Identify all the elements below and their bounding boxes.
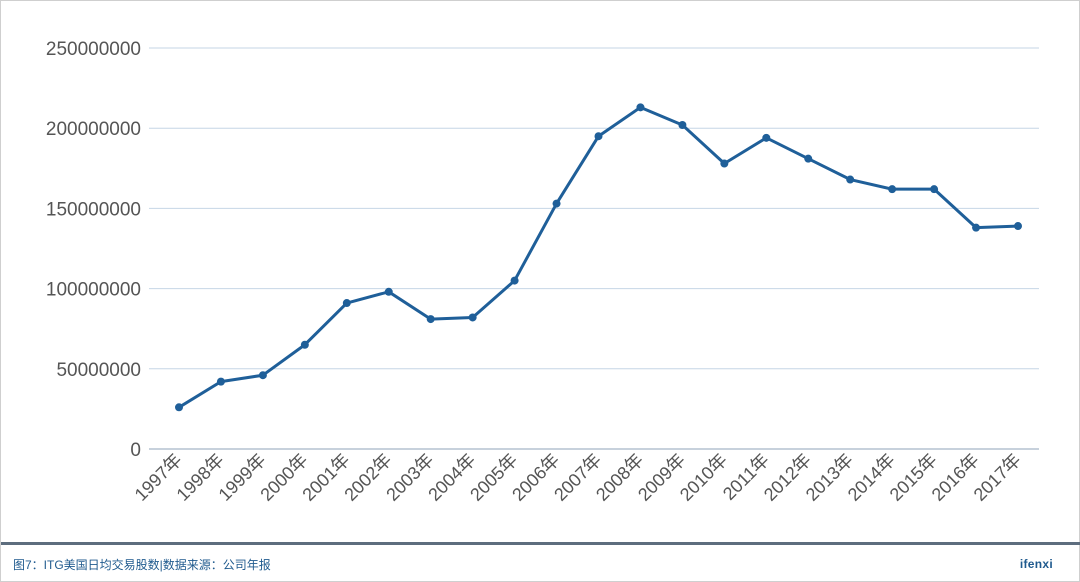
brand-logo: ifenxi bbox=[1019, 557, 1053, 571]
series-line bbox=[178, 105, 1019, 409]
y-tick-label: 250000000 bbox=[46, 39, 141, 60]
figure-caption: 图7：ITG美国日均交易股数|数据来源：公司年报 bbox=[13, 558, 271, 572]
y-tick-label: 200000000 bbox=[46, 119, 141, 140]
data-point bbox=[762, 133, 771, 142]
y-tick-label: 0 bbox=[130, 440, 141, 461]
y-tick-label: 150000000 bbox=[46, 199, 141, 220]
x-tick-label: 2017年 bbox=[970, 450, 1025, 505]
x-tick-label: 2010年 bbox=[676, 450, 731, 505]
data-point bbox=[426, 315, 435, 324]
data-point bbox=[468, 313, 477, 322]
y-tick-label: 100000000 bbox=[46, 280, 141, 301]
data-point bbox=[510, 276, 519, 285]
data-point bbox=[846, 175, 855, 184]
data-point bbox=[930, 185, 939, 194]
data-point bbox=[720, 159, 729, 168]
y-tick-label: 50000000 bbox=[56, 360, 141, 381]
data-point bbox=[636, 103, 645, 112]
data-point bbox=[888, 185, 897, 194]
data-point bbox=[552, 199, 561, 208]
data-point bbox=[175, 403, 183, 412]
line-chart: 0 50000000 100000000 150000000 200000000 2500… bbox=[46, 39, 1039, 505]
data-point bbox=[216, 377, 225, 386]
data-point bbox=[384, 287, 393, 296]
data-point bbox=[342, 299, 351, 308]
data-point bbox=[678, 120, 687, 129]
data-point bbox=[300, 340, 309, 349]
data-point bbox=[594, 132, 603, 141]
data-point bbox=[804, 154, 813, 163]
data-point bbox=[258, 371, 267, 380]
data-point bbox=[1014, 222, 1022, 231]
footer-divider bbox=[1, 542, 1080, 545]
data-point bbox=[972, 223, 981, 232]
